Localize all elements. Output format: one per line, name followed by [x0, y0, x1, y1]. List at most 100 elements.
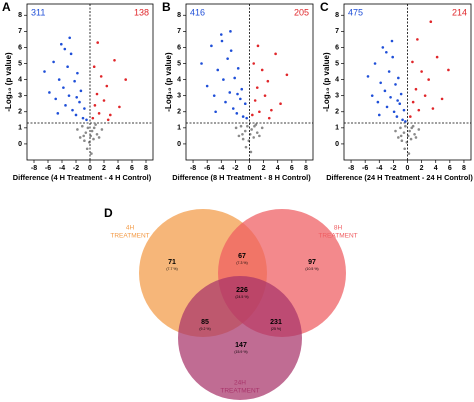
plot-frame	[185, 3, 314, 161]
point	[74, 113, 78, 117]
point	[228, 91, 232, 94]
point	[383, 89, 387, 93]
point	[396, 99, 399, 102]
count-down: 475	[348, 7, 363, 17]
point	[97, 112, 101, 115]
x-tick-label: 6	[130, 165, 134, 172]
x-tick-label: 8	[144, 165, 148, 172]
y-tick-label: 1	[335, 125, 339, 132]
set-label: 24H	[234, 380, 246, 387]
plot-frame	[343, 3, 472, 161]
point	[92, 137, 95, 141]
point	[411, 60, 414, 64]
point	[267, 116, 271, 120]
y-tick-label: 2	[177, 109, 181, 116]
point	[366, 75, 370, 78]
point	[429, 20, 433, 23]
point	[414, 136, 418, 139]
point	[387, 70, 391, 73]
x-tick-label: 2	[262, 165, 266, 172]
count-down: 416	[190, 7, 205, 17]
point	[81, 116, 85, 120]
point	[370, 94, 374, 97]
y-axis-label: -Log₁₀ (p value)	[4, 52, 13, 112]
point	[85, 147, 89, 151]
point	[240, 87, 244, 91]
y-tick-label: 0	[177, 141, 181, 148]
point	[251, 113, 254, 117]
y-tick-label: 7	[177, 28, 181, 35]
panel-label: A	[2, 0, 11, 14]
volcano-panel: B 0 1 2 3 4 5 6 7 8 -8 -6 -4 -2 0 2 4 6 8 416 205 Difference …	[162, 0, 314, 182]
x-tick-label: -6	[204, 165, 210, 172]
point	[109, 113, 112, 117]
point	[402, 108, 406, 112]
point	[94, 123, 97, 126]
point	[398, 102, 402, 106]
point	[253, 99, 257, 102]
y-tick-label: 8	[335, 12, 339, 19]
x-axis-label: Difference (4 H Treatment - 4 H Control)	[13, 173, 152, 182]
point	[229, 49, 233, 52]
point	[86, 126, 90, 130]
y-tick-label: 1	[177, 125, 181, 132]
region-percent: (15.9 %)	[234, 350, 247, 354]
point	[440, 97, 444, 101]
point	[252, 62, 256, 65]
x-tick-label: 4	[434, 165, 438, 172]
point	[417, 108, 421, 112]
point	[402, 131, 406, 134]
point	[226, 57, 229, 60]
x-tick-label: -2	[232, 165, 238, 172]
volcano-panel: A 0 1 2 3 4 5 6 7 8 -8 -6 -4 -2 0 2 4 6 8 311 138 Difference …	[2, 0, 154, 182]
region-percent: (7.3 %)	[236, 261, 247, 265]
y-tick-label: 6	[177, 44, 181, 51]
region-count: 71	[168, 259, 176, 266]
point	[214, 110, 217, 114]
y-axis-label: -Log₁₀ (p value)	[164, 52, 173, 112]
x-tick-label: -2	[390, 165, 396, 172]
region-count: 226	[236, 287, 248, 294]
region-count: 85	[201, 319, 209, 326]
count-up: 214	[452, 7, 467, 17]
point	[222, 78, 225, 81]
point	[263, 94, 267, 97]
point	[399, 126, 402, 130]
point	[253, 124, 256, 128]
point	[397, 76, 400, 80]
point	[377, 113, 381, 117]
point	[235, 112, 239, 115]
point	[379, 81, 382, 85]
point	[274, 52, 277, 56]
point	[83, 139, 86, 143]
point	[234, 126, 238, 130]
y-tick-label: 6	[18, 44, 22, 51]
point	[241, 132, 244, 136]
y-tick-label: 3	[177, 93, 181, 100]
y-tick-label: 5	[18, 60, 22, 67]
point	[401, 118, 404, 122]
point	[260, 126, 264, 130]
point	[93, 104, 97, 107]
point	[409, 137, 413, 141]
point	[249, 150, 253, 154]
point	[243, 102, 247, 106]
point	[96, 41, 99, 44]
region-count: 97	[308, 259, 316, 266]
y-tick-label: 7	[335, 28, 339, 35]
point	[82, 134, 85, 138]
point	[270, 108, 273, 112]
point	[43, 70, 46, 73]
point	[105, 84, 109, 88]
point	[205, 84, 209, 88]
region-count: 231	[270, 319, 282, 326]
point	[258, 134, 261, 138]
point	[241, 115, 245, 118]
point	[285, 73, 289, 77]
point	[252, 136, 256, 139]
y-tick-label: 3	[18, 93, 22, 100]
region-count: 147	[235, 342, 247, 349]
point	[435, 55, 439, 59]
panel-label: D	[104, 206, 113, 220]
y-tick-label: 5	[335, 60, 339, 67]
